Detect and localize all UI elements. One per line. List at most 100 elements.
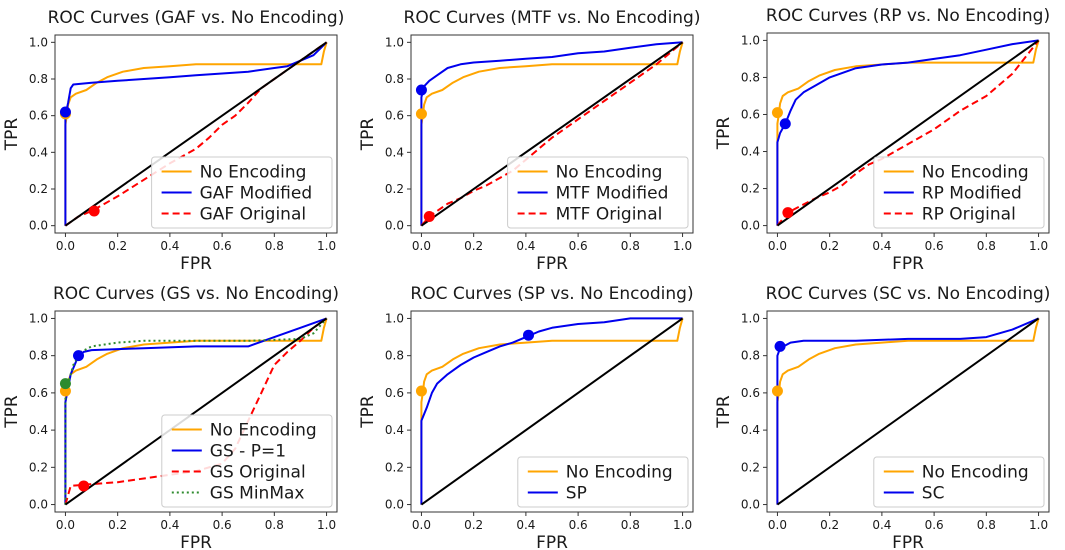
y-tick-label: 0.8 — [741, 349, 760, 363]
x-tick-label: 0.2 — [108, 518, 127, 532]
legend-label: GS MinMax — [210, 484, 305, 504]
legend-box — [517, 456, 689, 508]
y-tick-label: 1.0 — [385, 35, 404, 49]
chart-title: ROC Curves (SP vs. No Encoding) — [410, 284, 693, 304]
legend-label: GS Original — [210, 463, 306, 483]
diagonal-line — [64, 317, 328, 506]
y-tick-label: 0.2 — [741, 182, 760, 196]
series-line-2 — [420, 317, 683, 505]
y-axis-label: TPR — [714, 395, 734, 429]
x-tick-label: 1.0 — [673, 239, 692, 253]
y-tick-label: 0.4 — [385, 423, 404, 437]
series-marker-1 — [415, 385, 427, 397]
series-marker-3 — [782, 207, 794, 219]
x-axis-label: FPR — [892, 533, 924, 550]
y-tick-label: 0.6 — [29, 109, 48, 123]
legend-box — [873, 456, 1045, 508]
legend-box — [161, 414, 333, 508]
y-tick-label: 0.0 — [29, 219, 48, 233]
y-tick-label: 0.0 — [741, 219, 760, 233]
y-tick-label: 0.6 — [29, 386, 48, 400]
y-tick-label: 0.0 — [385, 219, 404, 233]
legend-label: SC — [922, 484, 945, 504]
x-tick-label: 0.2 — [820, 518, 839, 532]
x-tick-label: 1.0 — [1029, 239, 1048, 253]
y-tick-label: 0.2 — [385, 460, 404, 474]
x-tick-label: 0.4 — [872, 239, 891, 253]
y-tick-label: 1.0 — [741, 311, 760, 325]
y-tick-label: 0.6 — [741, 386, 760, 400]
legend-label: No Encoding — [922, 463, 1029, 483]
x-tick-label: 0.0 — [56, 518, 75, 532]
y-tick-label: 1.0 — [741, 33, 760, 47]
x-tick-label: 0.4 — [872, 518, 891, 532]
series-line-1 — [776, 318, 1040, 505]
series-marker-2 — [774, 340, 786, 352]
roc-panel-1: ROC Curves (GAF vs. No Encoding) 0.0 0.2 0.… — [2, 8, 344, 274]
legend-label: MTF Original — [556, 205, 663, 225]
y-tick-label: 0.0 — [29, 498, 48, 512]
x-tick-label: 0.0 — [412, 239, 431, 253]
x-tick-label: 0.4 — [516, 518, 535, 532]
legend-label: GAF Modified — [200, 184, 313, 204]
chart-title: ROC Curves (GAF vs. No Encoding) — [48, 8, 345, 28]
y-tick-label: 0.0 — [385, 498, 404, 512]
plot-frame — [54, 310, 338, 513]
y-axis-label: TPR — [358, 395, 378, 429]
x-tick-label: 0.4 — [160, 518, 179, 532]
chart-title: ROC Curves (SC vs. No Encoding) — [766, 284, 1051, 304]
x-tick-label: 0.4 — [160, 239, 179, 253]
legend-box — [873, 156, 1045, 229]
x-tick-label: 0.8 — [621, 518, 640, 532]
x-tick-label: 0.0 — [412, 518, 431, 532]
x-tick-label: 0.2 — [464, 518, 483, 532]
roc-panel-2: ROC Curves (MTF vs. No Encoding) 0.0 0.2 0.… — [358, 8, 700, 274]
roc-panel-3: ROC Curves (RP vs. No Encoding) 0.0 0.2 0.4… — [714, 6, 1050, 274]
y-tick-label: 0.8 — [29, 349, 48, 363]
y-tick-label: 0.2 — [29, 460, 48, 474]
x-tick-label: 1.0 — [317, 239, 336, 253]
legend-label: GS - P=1 — [210, 442, 286, 462]
plot-frame — [54, 34, 338, 234]
series-line-3 — [420, 41, 684, 227]
x-axis-label: FPR — [180, 254, 212, 274]
y-tick-label: 0.2 — [385, 182, 404, 196]
y-tick-label: 0.6 — [385, 386, 404, 400]
x-tick-label: 0.6 — [213, 239, 232, 253]
chart-title: ROC Curves (RP vs. No Encoding) — [766, 6, 1050, 26]
x-tick-label: 0.6 — [569, 239, 588, 253]
series-line-1 — [776, 40, 1040, 226]
x-tick-label: 0.0 — [768, 239, 787, 253]
x-axis-label: FPR — [536, 254, 568, 274]
x-axis-label: FPR — [892, 254, 924, 274]
series-marker-1 — [771, 385, 783, 397]
diagonal-line — [420, 41, 684, 227]
series-marker-2 — [415, 84, 427, 96]
y-tick-label: 0.0 — [741, 498, 760, 512]
series-marker-2 — [59, 106, 71, 118]
x-tick-label: 0.0 — [56, 239, 75, 253]
diagonal-line — [776, 39, 1040, 227]
series-line-1 — [420, 42, 684, 226]
roc-panel-5: ROC Curves (SP vs. No Encoding) 0.0 0.2 0.4… — [358, 284, 694, 550]
legend-label: RP Original — [922, 205, 1016, 225]
x-tick-label: 0.6 — [213, 518, 232, 532]
legend-label: MTF Modified — [556, 184, 669, 204]
chart-title: ROC Curves (GS vs. No Encoding) — [53, 284, 339, 304]
plot-frame — [410, 310, 694, 513]
legend-box — [151, 156, 333, 229]
legend-label: No Encoding — [556, 163, 663, 183]
y-tick-label: 0.6 — [385, 109, 404, 123]
x-tick-label: 0.8 — [977, 518, 996, 532]
y-axis-label: TPR — [714, 117, 734, 151]
series-marker-4 — [59, 378, 71, 390]
series-line-1 — [420, 318, 684, 505]
x-tick-label: 0.2 — [464, 239, 483, 253]
series-marker-1 — [771, 107, 783, 119]
x-tick-label: 0.6 — [925, 518, 944, 532]
x-tick-label: 1.0 — [673, 518, 692, 532]
